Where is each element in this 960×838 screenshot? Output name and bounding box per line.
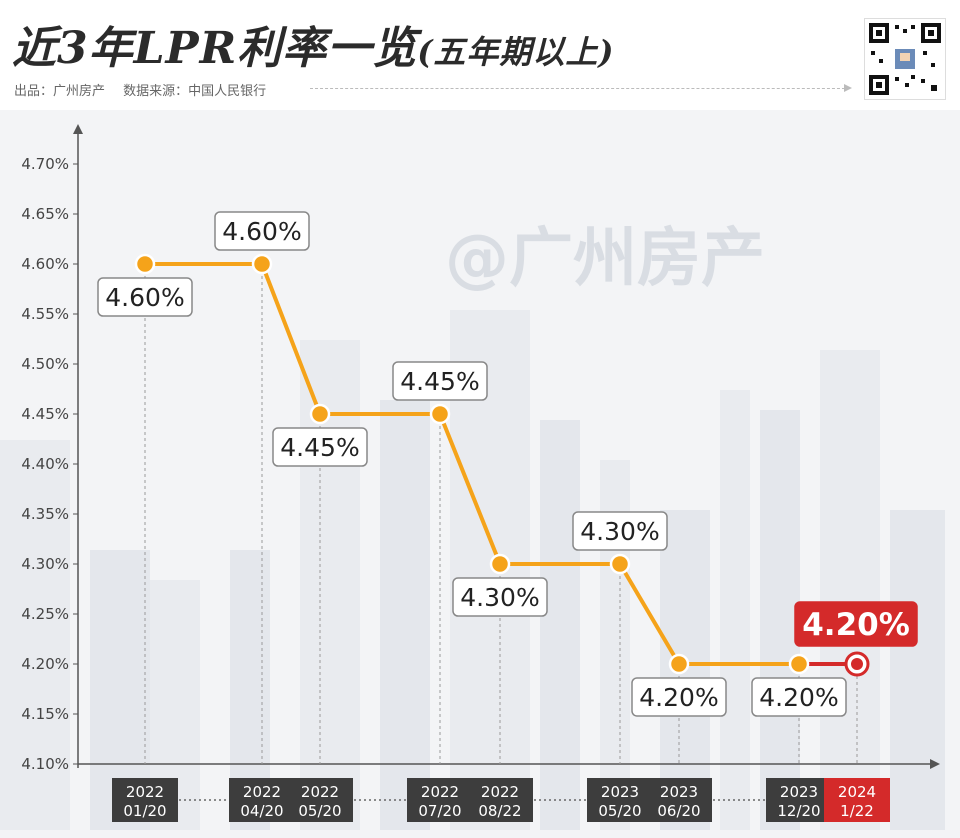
x-tick-date: 1/22 <box>840 802 874 820</box>
x-tick-date: 04/20 <box>240 802 283 820</box>
y-tick-label: 4.60% <box>21 255 69 273</box>
x-tick-box <box>766 778 832 822</box>
y-tick-label: 4.10% <box>21 755 69 773</box>
data-point <box>489 553 511 575</box>
data-point <box>309 403 331 425</box>
data-point <box>134 253 156 275</box>
x-tick-box <box>467 778 533 822</box>
x-tick-date: 08/22 <box>478 802 521 820</box>
y-tick-label: 4.30% <box>21 555 69 573</box>
x-tick-labels: 202201/20202204/20202205/20202207/202022… <box>112 778 890 822</box>
data-point <box>251 253 273 275</box>
data-label-box <box>97 277 193 317</box>
y-tick-label: 4.45% <box>21 405 69 423</box>
x-tick-date: 06/20 <box>657 802 700 820</box>
data-label: 4.30% <box>460 583 539 612</box>
y-tick-label: 4.25% <box>21 605 69 623</box>
x-tick-year: 2022 <box>126 783 164 801</box>
producer-text: 出品：广州房产 <box>14 84 106 99</box>
y-tick-label: 4.20% <box>21 655 69 673</box>
data-points <box>134 253 870 677</box>
y-tick-label: 4.40% <box>21 455 69 473</box>
data-labels: 4.60% 4.60% 4.45% 4.45% 4.30% 4.30% 4.20% 4.20%… <box>97 211 918 717</box>
y-tick-label: 4.70% <box>21 155 69 173</box>
x-tick-box <box>587 778 653 822</box>
data-label-box <box>392 361 488 401</box>
data-label-latest-box <box>794 601 918 647</box>
data-label-box <box>631 677 727 717</box>
credit-line: 出品：广州房产 数据来源：中国人民银行 <box>14 80 266 99</box>
skyline-building <box>720 390 750 830</box>
data-label: 4.60% <box>105 283 184 312</box>
x-tick-box <box>229 778 295 822</box>
title-sub: (五年期以上) <box>417 33 615 71</box>
data-label-box <box>572 511 668 551</box>
data-label-box <box>214 211 310 251</box>
data-label-box <box>751 677 847 717</box>
x-tick-box <box>646 778 712 822</box>
x-tick-box <box>407 778 473 822</box>
data-label: 4.45% <box>280 433 359 462</box>
x-axis-arrow <box>930 759 940 769</box>
skyline-building <box>890 510 945 830</box>
qr-code-graphic <box>869 23 941 95</box>
data-label: 4.60% <box>222 217 301 246</box>
y-tick-label: 4.65% <box>21 205 69 223</box>
x-tick-year: 2022 <box>301 783 339 801</box>
watermark-text: @广州房产 <box>445 222 765 296</box>
x-tick-year: 2022 <box>421 783 459 801</box>
skyline-building <box>380 400 430 830</box>
data-point-latest-core <box>851 658 863 670</box>
skyline-building <box>0 440 70 830</box>
y-tick-label: 4.15% <box>21 705 69 723</box>
data-point <box>668 653 690 675</box>
y-tick-label: 4.50% <box>21 355 69 373</box>
x-tick-box <box>112 778 178 822</box>
x-tick-box <box>287 778 353 822</box>
data-point <box>429 403 451 425</box>
x-tick-date: 05/20 <box>298 802 341 820</box>
skyline-building <box>760 410 800 830</box>
x-tick-year: 2024 <box>838 783 876 801</box>
y-tick-label: 4.55% <box>21 305 69 323</box>
data-label-box <box>272 427 368 467</box>
x-tick-year: 2023 <box>780 783 818 801</box>
data-point <box>609 553 631 575</box>
x-tick-year: 2023 <box>660 783 698 801</box>
page-title: 近3年LPR利率一览(五年期以上) <box>12 12 615 76</box>
data-label: 4.30% <box>580 517 659 546</box>
x-tick-year: 2023 <box>601 783 639 801</box>
x-tick-year: 2022 <box>243 783 281 801</box>
x-tick-box <box>824 778 890 822</box>
skyline-building <box>300 340 360 830</box>
axes: 4.10% 4.15% 4.20% 4.25% 4.30% 4.35% 4.40% 4.45%… <box>21 124 940 773</box>
qr-code-icon <box>864 18 946 100</box>
skyline-building <box>540 420 580 830</box>
data-label-latest: 4.20% <box>802 607 910 643</box>
chart-area: @广州房产 4.10% 4.15% 4.20% 4.25% 4.30% 4.35% 4.40… <box>0 110 960 834</box>
x-tick-date: 12/20 <box>777 802 820 820</box>
data-label: 4.20% <box>759 683 838 712</box>
lpr-line-chart: @广州房产 4.10% 4.15% 4.20% 4.25% 4.30% 4.35% 4.40… <box>0 124 945 830</box>
x-tick-year: 2022 <box>481 783 519 801</box>
x-tick-date: 05/20 <box>598 802 641 820</box>
header: 近3年LPR利率一览(五年期以上) 出品：广州房产 数据来源：中国人民银行 <box>0 0 960 110</box>
header-dash-arrow <box>310 84 852 92</box>
series-line-main <box>145 262 799 666</box>
y-tick-label: 4.35% <box>21 505 69 523</box>
title-main: 近3年LPR利率一览 <box>12 23 418 74</box>
data-label-box <box>452 577 548 617</box>
source-text: 数据来源：中国人民银行 <box>123 84 267 99</box>
skyline-building <box>820 350 880 830</box>
data-point <box>788 653 810 675</box>
x-tick-date: 01/20 <box>123 802 166 820</box>
y-axis-arrow <box>73 124 83 134</box>
x-tick-date: 07/20 <box>418 802 461 820</box>
data-label: 4.20% <box>639 683 718 712</box>
data-label: 4.45% <box>400 367 479 396</box>
